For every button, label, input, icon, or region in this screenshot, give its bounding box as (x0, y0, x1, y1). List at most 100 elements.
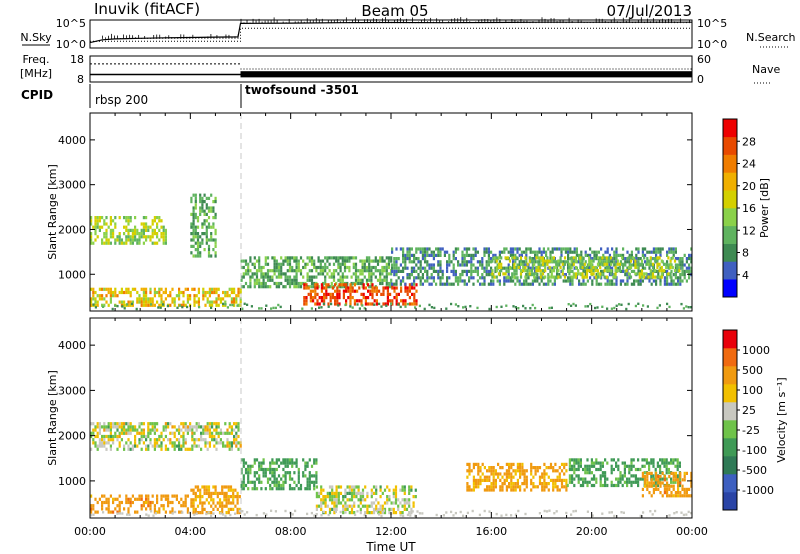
power-cell (588, 256, 591, 260)
velocity-cell (505, 475, 508, 479)
velocity-cell (105, 441, 108, 445)
power-cell (207, 222, 211, 226)
power-cell (483, 266, 486, 270)
velocity-cell (525, 478, 528, 482)
power-cell (430, 276, 433, 280)
power-cell (413, 296, 416, 300)
power-cell (408, 276, 411, 280)
power-cell (258, 307, 261, 310)
velocity-cell (236, 507, 239, 511)
velocity-cell (90, 447, 93, 451)
power-cell (310, 307, 313, 310)
power-cell (624, 273, 627, 277)
power-cell (164, 228, 167, 232)
power-cell (648, 273, 651, 277)
power-cell (305, 286, 308, 290)
velocity-cell (630, 458, 633, 462)
power-cell (125, 228, 128, 232)
velocity-cell (90, 431, 93, 435)
power-cell (613, 263, 616, 267)
velocity-cell (284, 464, 287, 468)
power-cell (123, 241, 126, 245)
velocity-cell (320, 501, 323, 505)
power-cell (158, 216, 161, 220)
velocity-cell (599, 480, 602, 484)
power-cell (681, 263, 684, 267)
velocity-cell (588, 467, 591, 472)
velocity-cell (666, 484, 669, 488)
velocity-cell (688, 494, 691, 498)
power-cell (410, 273, 413, 277)
power-cell (129, 235, 132, 239)
velocity-cell (604, 483, 607, 488)
velocity-cell (175, 497, 178, 501)
velocity-cell (103, 441, 106, 445)
power-cell (570, 256, 573, 260)
power-cell (457, 282, 460, 286)
velocity-cell (650, 458, 653, 462)
velocity-cell (232, 501, 235, 505)
power-cell (284, 278, 287, 282)
velocity-cell (643, 458, 646, 462)
power-cell (190, 196, 193, 200)
velocity-cell (234, 495, 237, 499)
power-cell (608, 253, 611, 257)
power-cell (385, 256, 388, 260)
power-cell (397, 303, 400, 306)
power-cell (145, 222, 148, 226)
velocity-cell (308, 474, 311, 478)
power-cell (210, 209, 213, 213)
power-cell (536, 260, 539, 264)
power-cell (158, 290, 161, 295)
power-cell (182, 303, 185, 307)
velocity-cell (687, 510, 690, 514)
velocity-cell (641, 494, 644, 498)
power-cell (516, 276, 519, 280)
velocity-cell (193, 438, 196, 442)
power-cell (129, 216, 132, 220)
power-cell (114, 287, 117, 291)
velocity-cell (405, 501, 409, 505)
velocity-cell (211, 425, 214, 429)
velocity-cell (344, 491, 347, 495)
velocity-cell (418, 512, 421, 515)
power-cell (112, 219, 115, 223)
power-cell (589, 247, 592, 251)
power-cell (601, 262, 604, 266)
velocity-cell (118, 512, 121, 515)
power-cell (658, 275, 661, 279)
velocity-cell (147, 431, 150, 435)
velocity-cell (626, 483, 629, 488)
power-cell (242, 265, 245, 270)
power-ytick-label: 1000 (58, 268, 86, 281)
power-cell (194, 206, 197, 210)
power-cell (94, 232, 97, 236)
velocity-cell (191, 425, 194, 429)
power-cell (240, 265, 243, 270)
velocity-cell (238, 507, 241, 511)
velocity-cell (364, 511, 367, 515)
velocity-cell (571, 477, 574, 481)
power-cell (107, 241, 110, 245)
power-cell (594, 269, 597, 273)
velocity-cell (131, 425, 134, 429)
power-cell (649, 259, 652, 263)
velocity-cell (492, 478, 495, 482)
power-cell (590, 269, 593, 273)
velocity-cell (184, 447, 187, 451)
velocity-cell (184, 497, 187, 501)
velocity-cell (348, 504, 351, 508)
velocity-cell (650, 461, 653, 465)
power-cell (264, 275, 267, 279)
velocity-cell (202, 438, 205, 442)
power-cell (242, 272, 245, 276)
power-cell (381, 272, 384, 276)
power-cell (439, 279, 442, 283)
velocity-cell (668, 484, 671, 488)
velocity-cell (652, 474, 655, 478)
velocity-cell (377, 501, 380, 505)
velocity-cell (414, 495, 417, 499)
velocity-cell (512, 485, 515, 489)
power-cell (192, 244, 195, 248)
power-cell (534, 257, 537, 261)
